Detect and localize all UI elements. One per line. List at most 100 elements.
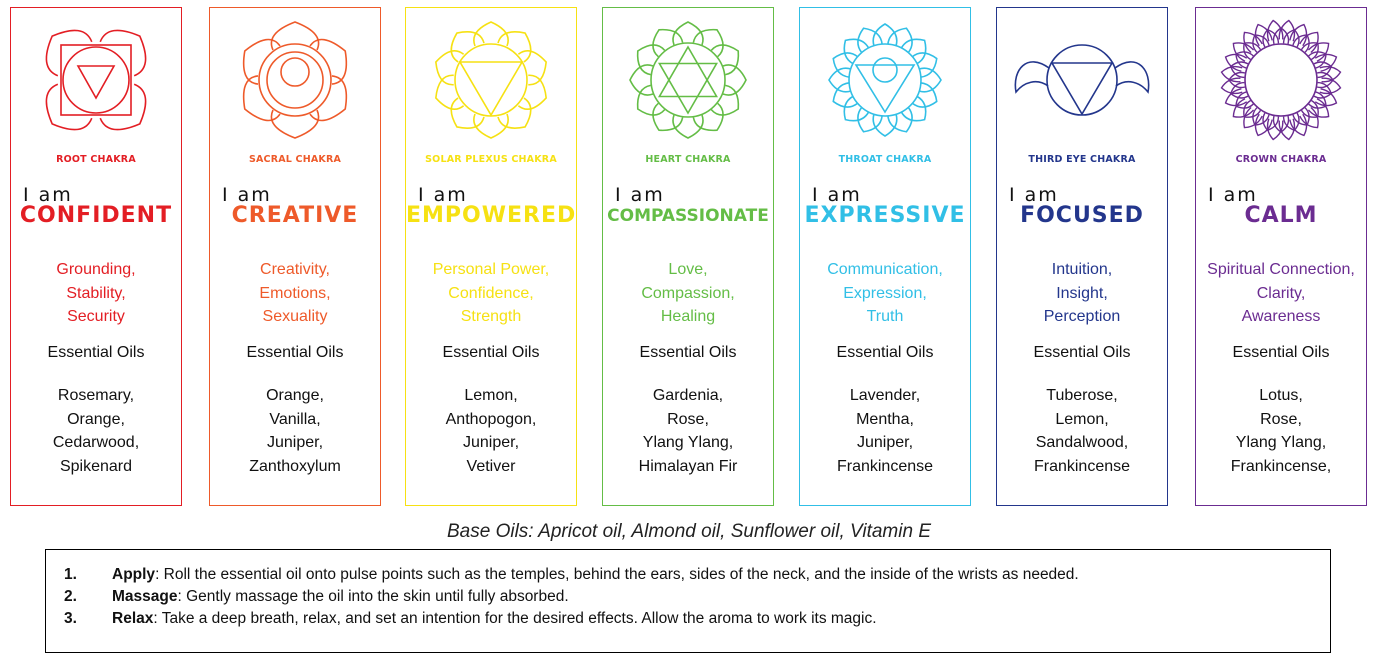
lotus-petal [1232, 98, 1255, 118]
lotus-petal [1224, 88, 1248, 107]
lotus-petal [636, 84, 666, 116]
i-am-label: I am [1208, 184, 1258, 206]
lotus-petal [710, 84, 740, 116]
lotus-petal [722, 64, 747, 96]
lotus-petal [435, 74, 465, 111]
i-am-label: I am [222, 184, 272, 206]
lotus-petal [652, 102, 684, 132]
lotus-petal [843, 38, 870, 65]
lotus-petal [911, 52, 938, 78]
step-title: Apply [112, 566, 156, 583]
lotus-petal [1224, 53, 1248, 72]
step-title: Relax [112, 610, 154, 627]
chakra-qualities: Spiritual Connection, Clarity, Awareness [1207, 261, 1355, 325]
lotus-petal [1314, 53, 1338, 72]
lotus-petal [1319, 77, 1342, 95]
chakra-name: HEART CHAKRA [645, 154, 731, 165]
lotus-petal [517, 49, 547, 86]
lotus-petal [918, 67, 942, 93]
chakra-name: SOLAR PLEXUS CHAKRA [425, 154, 557, 165]
essential-oils-list: Gardenia, Rose, Ylang Ylang, Himalayan F… [638, 387, 738, 475]
essential-oils-label: Essential Oils [639, 344, 737, 361]
lotus-petal [497, 31, 532, 63]
lotus-petal [1220, 65, 1243, 83]
lotus-petal [1243, 31, 1263, 54]
essential-oils-list: Lemon, Anthopogon, Juniper, Vetiver [445, 387, 537, 475]
affirmation-word: EMPOWERED [406, 203, 577, 228]
lotus-petal [857, 27, 883, 54]
lotus-petal [692, 102, 724, 132]
lotus-petal [99, 29, 147, 77]
chakra-name: SACRAL CHAKRA [248, 154, 342, 165]
essential-oils-list: Rosemary, Orange, Cedarwood, Spikenard [52, 387, 140, 475]
step-number: 3. [64, 610, 77, 627]
lotus-petal [1319, 65, 1342, 83]
lotus-petal [832, 52, 859, 78]
lotus-petal [672, 114, 704, 139]
i-am-label: I am [23, 184, 73, 206]
step-text: : Gently massage the oil into the skin u… [177, 588, 569, 605]
lotus-petal [872, 113, 898, 137]
sacral-chakra-icon [242, 21, 348, 139]
lotus-petal [497, 97, 532, 129]
lotus-petal [450, 97, 485, 129]
chakra-qualities: Grounding, Stability, Security [56, 261, 136, 325]
essential-oils-label: Essential Oils [1232, 344, 1330, 361]
solar-plexus-chakra-icon [435, 21, 547, 139]
lotus-petal [270, 21, 320, 51]
affirmation-word: EXPRESSIVE [804, 203, 966, 228]
chakra-name: ROOT CHAKRA [56, 154, 136, 165]
heart-chakra-icon [629, 21, 747, 139]
essential-oils-label: Essential Oils [47, 344, 145, 361]
essential-oils-label: Essential Oils [442, 344, 540, 361]
essential-oils-list: Lavender, Mentha, Juniper, Frankincense [836, 387, 934, 475]
lotus-petal [857, 106, 883, 133]
chakra-qualities: Love, Compassion, Healing [641, 261, 735, 325]
lotus-petal [900, 95, 927, 122]
chakra-name: CROWN CHAKRA [1235, 154, 1327, 165]
step-text: : Roll the essential oil onto pulse poin… [155, 566, 1079, 583]
essential-oils-label: Essential Oils [246, 344, 344, 361]
chakra-qualities: Personal Power, Confidence, Strength [432, 261, 550, 325]
lotus-petal [242, 38, 281, 85]
lotus-petal [911, 82, 938, 108]
instructions-box: 1. Apply : Roll the essential oil onto p… [45, 549, 1331, 653]
step-text: : Take a deep breath, relax, and set an … [153, 610, 877, 627]
lotus-petal [887, 27, 913, 54]
root-chakra-icon [45, 29, 147, 131]
i-am-label: I am [1009, 184, 1059, 206]
step-number: 2. [64, 588, 77, 605]
lotus-petal [1307, 42, 1330, 62]
base-oils-text: Base Oils: Apricot oil, Almond oil, Sunf… [447, 521, 931, 542]
lotus-petal [1278, 118, 1296, 141]
lotus-petal [1299, 31, 1319, 54]
lotus-petal [887, 106, 913, 133]
lotus-petal [517, 74, 547, 111]
essential-oils-label: Essential Oils [1033, 344, 1131, 361]
throat-chakra-icon [828, 23, 942, 137]
lotus-petal [1314, 88, 1338, 107]
chakra-card-root: ROOT CHAKRA I am CONFIDENT Grounding, St… [10, 7, 182, 506]
chakra-card-crown: CROWN CHAKRA I am CALM Spiritual Connect… [1195, 7, 1367, 506]
lotus-petal [1307, 98, 1330, 118]
chakra-card-third-eye: THIRD EYE CHAKRA I am FOCUSED Intuition,… [996, 7, 1168, 506]
affirmation-word: FOCUSED [1020, 203, 1144, 228]
lotus-petal [1254, 113, 1273, 137]
chakra-card-sacral: SACRAL CHAKRA I am CREATIVE Creativity, … [209, 7, 381, 506]
lotus-petal [270, 109, 320, 139]
lotus-petal [1299, 106, 1319, 129]
lotus-petal [45, 29, 93, 77]
lotus-petal [1289, 113, 1308, 137]
lotus-petal [473, 21, 509, 47]
lotus-petal [692, 28, 724, 58]
crown-chakra-icon [1220, 19, 1342, 141]
lotus-petal [900, 38, 927, 65]
chakra-card-throat: THROAT CHAKRA I am EXPRESSIVE Communicat… [799, 7, 971, 506]
lotus-petal [828, 67, 852, 93]
chakra-qualities: Intuition, Insight, Perception [1043, 261, 1121, 325]
essential-oils-list: Lotus, Rose, Ylang Ylang, Frankincense, [1230, 387, 1332, 475]
chakra-qualities: Creativity, Emotions, Sexuality [259, 261, 331, 325]
step-title: Massage [112, 588, 178, 605]
instruction-step: 1. Apply : Roll the essential oil onto p… [64, 564, 1330, 586]
instruction-step: 3. Relax : Take a deep breath, relax, an… [64, 608, 1330, 630]
